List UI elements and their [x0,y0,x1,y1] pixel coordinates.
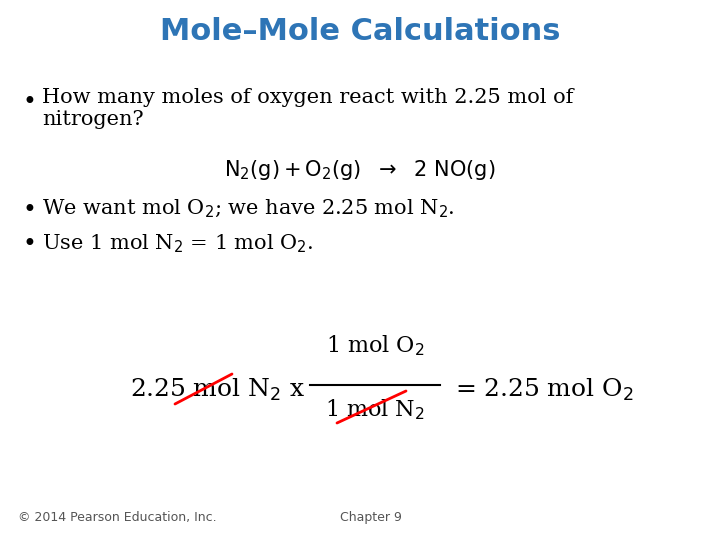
Text: •: • [22,90,36,114]
Text: •: • [22,198,36,222]
Text: How many moles of oxygen react with 2.25 mol of: How many moles of oxygen react with 2.25… [42,88,573,107]
Text: 1 mol O$_2$: 1 mol O$_2$ [325,333,424,358]
Text: •: • [22,232,36,256]
Text: = 2.25 mol O$_2$: = 2.25 mol O$_2$ [455,377,634,403]
Text: Chapter 9: Chapter 9 [340,511,402,524]
Text: 1 mol N$_2$: 1 mol N$_2$ [325,397,425,422]
Text: Use 1 mol N$_2$ = 1 mol O$_2$.: Use 1 mol N$_2$ = 1 mol O$_2$. [42,232,314,254]
Text: © 2014 Pearson Education, Inc.: © 2014 Pearson Education, Inc. [18,511,217,524]
Text: We want mol O$_2$; we have 2.25 mol N$_2$.: We want mol O$_2$; we have 2.25 mol N$_2… [42,198,455,220]
Text: 2.25 mol N$_2$ x: 2.25 mol N$_2$ x [130,377,305,403]
Text: Mole–Mole Calculations: Mole–Mole Calculations [160,17,560,46]
Text: $\mathrm{N_2(g) + O_2(g)\ \ \rightarrow\ \ 2\ NO(g)}$: $\mathrm{N_2(g) + O_2(g)\ \ \rightarrow\… [224,158,496,182]
Text: nitrogen?: nitrogen? [42,110,143,129]
